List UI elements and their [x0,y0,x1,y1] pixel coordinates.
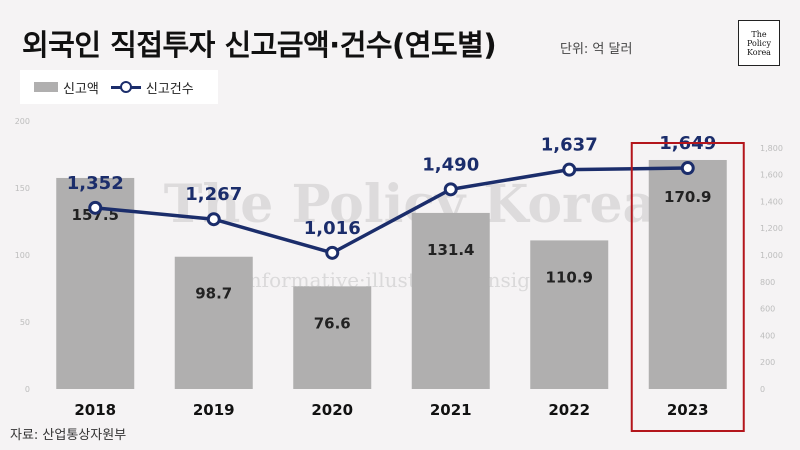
highlight-rect [630,142,745,432]
bar-2019 [174,256,253,389]
line-point-2018 [88,200,103,215]
bar-2021 [411,212,490,389]
line-label-2018: 1,352 [67,173,124,194]
legend-line-swatch [110,80,141,94]
legend-bar-swatch [34,82,58,92]
line-path [95,166,688,255]
line-point-2019 [206,212,221,227]
x-axis: 2018 2019 2020 2021 2022 2023 [74,401,708,419]
y-right-tick: 0 [760,385,765,394]
highlight-box [630,142,745,432]
y-axis-left: 0 50 100 150 200 [15,117,30,394]
watermark-tagline: informative·illustrative·insightful [242,268,577,292]
bar-label-2023: 170.9 [664,188,711,206]
y-left-tick: 0 [25,385,30,394]
logo-line-1: The [751,29,767,39]
bar-2020 [293,286,372,389]
logo-line-3: Korea [747,47,771,57]
y-right-tick: 200 [760,358,775,367]
line-label-2022: 1,637 [541,135,598,156]
chart-legend: 신고액 신고건수 [20,70,218,104]
x-tick-2020: 2020 [311,401,353,419]
unit-label: 단위: 억 달러 [560,42,633,57]
bar-label-2019: 98.7 [195,285,232,303]
y-left-tick: 150 [15,184,30,193]
y-right-tick: 1,200 [760,224,783,233]
y-left-tick: 200 [15,117,30,126]
bar-series [56,159,727,389]
y-right-tick: 1,600 [760,171,783,180]
y-right-tick: 400 [760,331,775,340]
y-left-tick: 100 [15,251,30,260]
line-point-2020 [325,245,340,260]
y-right-tick: 1,400 [760,197,783,206]
y-right-tick: 800 [760,278,775,287]
legend-bar-label: 신고액 [63,81,99,97]
x-tick-2018: 2018 [74,401,116,419]
bar-2022 [530,240,609,389]
line-point-2023 [680,161,695,176]
bar-label-2022: 110.9 [546,268,593,286]
bar-label-2020: 76.6 [314,314,351,332]
y-right-tick: 1,000 [760,251,783,260]
brand-logo: The Policy Korea [738,20,780,66]
x-tick-2022: 2022 [548,401,590,419]
page-title: 외국인 직접투자 신고금액·건수(연도별) [22,28,497,62]
legend-line-label: 신고건수 [145,81,194,97]
x-tick-2021: 2021 [430,401,472,419]
x-tick-2019: 2019 [193,401,235,419]
y-right-tick: 600 [760,305,775,314]
line-label-2021: 1,490 [422,154,479,175]
bar-label-2021: 131.4 [427,241,474,259]
line-label-2020: 1,016 [304,218,361,239]
source-note: 자료: 산업통상자원부 [10,428,127,443]
logo-line-2: Policy [747,38,771,48]
watermark: The Policy Korea informative·illustrativ… [164,174,656,292]
y-axis-right: 0 200 400 600 800 1,000 1,200 1,400 1,600 1,800 [760,144,783,394]
y-left-tick: 50 [20,318,30,327]
line-point-2021 [443,182,458,197]
watermark-main: The Policy Korea [164,174,656,235]
y-right-tick: 1,800 [760,144,783,153]
line-label-2019: 1,267 [185,184,242,205]
bar-2023 [648,159,727,389]
x-tick-2023: 2023 [667,401,709,419]
line-point-2022 [562,162,577,177]
